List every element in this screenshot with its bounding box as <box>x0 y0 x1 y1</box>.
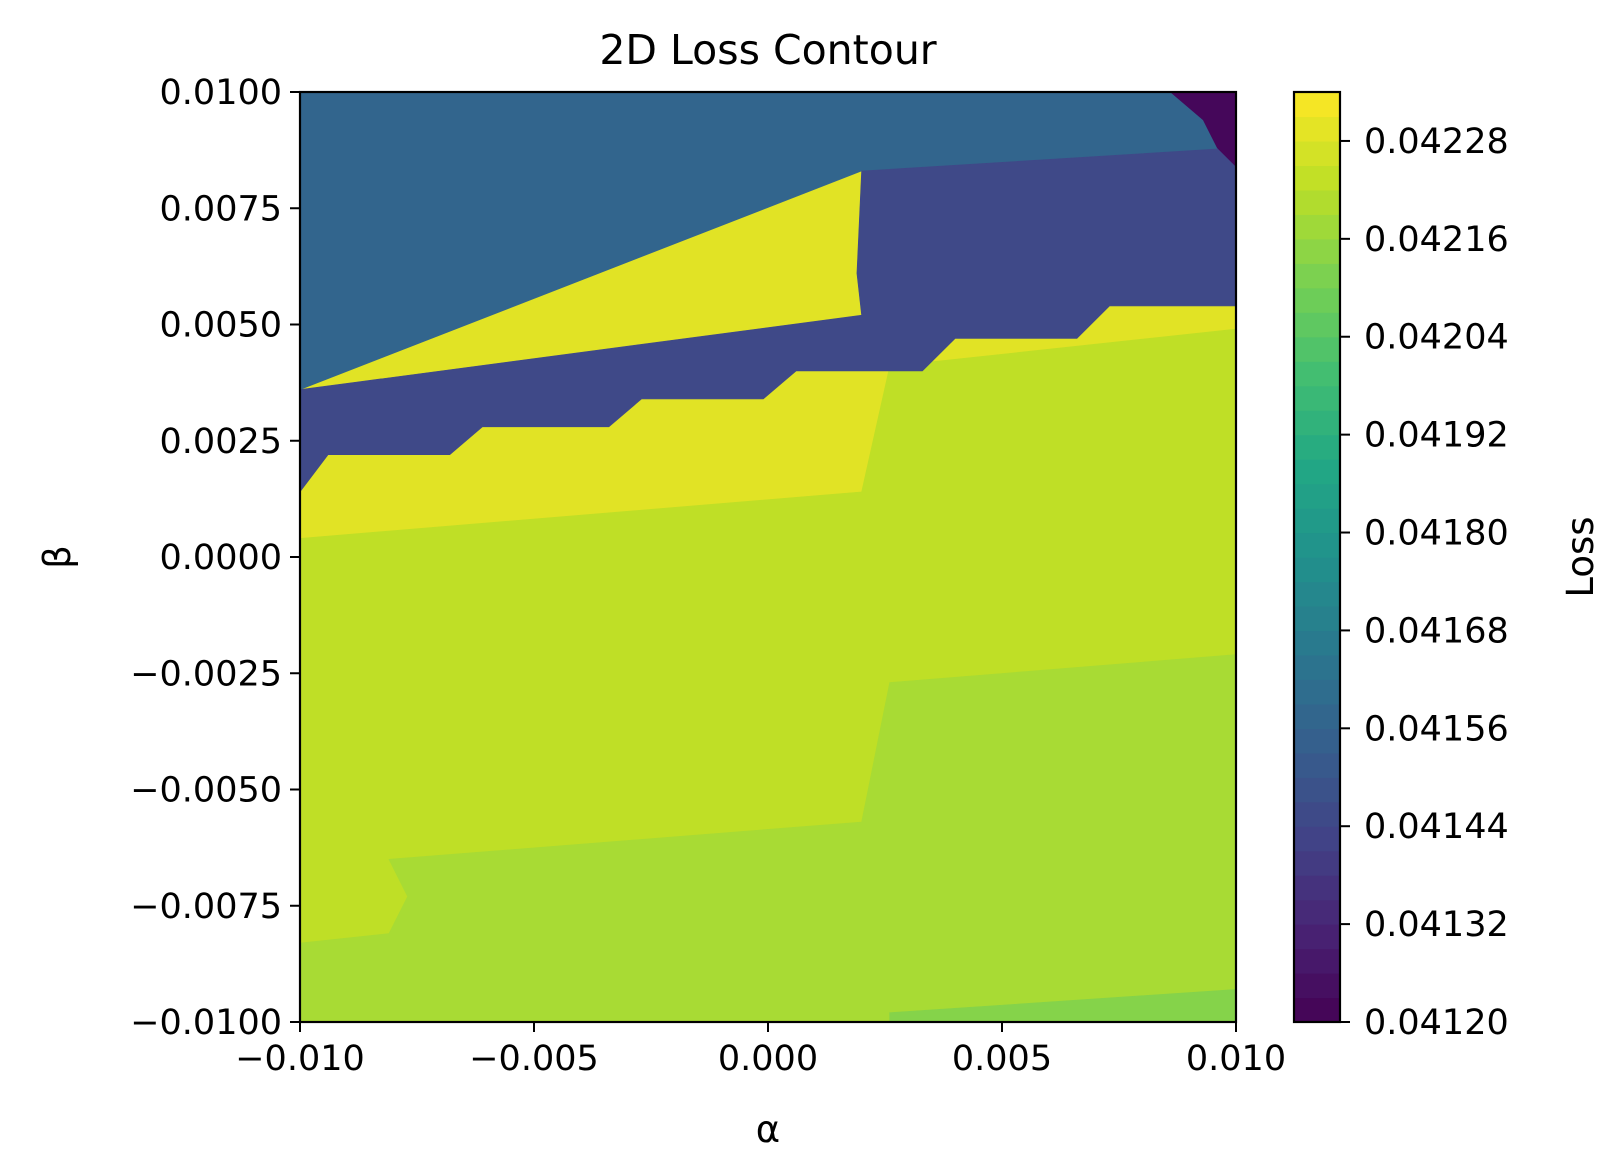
colorbar-tick-label: 0.04216 <box>1364 220 1509 260</box>
colorbar-tick-label: 0.04156 <box>1364 709 1509 749</box>
plot-area <box>300 92 1236 1022</box>
contour-region-6 <box>300 147 1236 493</box>
y-tick-label: −0.0075 <box>130 887 282 927</box>
colorbar-band <box>1294 434 1340 460</box>
colorbar-band <box>1294 263 1340 289</box>
colorbar-band <box>1294 654 1340 680</box>
y-tick-label: −0.0025 <box>130 654 282 694</box>
x-axis-label: α <box>756 1108 780 1151</box>
y-tick-label: 0.0075 <box>160 189 282 229</box>
colorbar-band <box>1294 557 1340 583</box>
colorbar-band <box>1294 165 1340 191</box>
colorbar-band <box>1294 140 1340 167</box>
y-axis-label: β <box>36 545 79 569</box>
colorbar-band <box>1294 850 1340 876</box>
colorbar-band <box>1294 875 1340 901</box>
colorbar-band <box>1294 508 1340 534</box>
colorbar-band <box>1294 679 1340 705</box>
colorbar-band <box>1294 116 1340 142</box>
colorbar-band <box>1294 532 1340 558</box>
colorbar-band <box>1294 312 1340 338</box>
contour-region-7 <box>1170 92 1236 167</box>
x-tick-label: 0.000 <box>718 1039 818 1079</box>
y-tick-label: −0.0050 <box>130 771 282 811</box>
colorbar-tick-label: 0.04180 <box>1364 514 1509 554</box>
contour-region-5 <box>889 989 1236 1022</box>
colorbar-band <box>1294 630 1340 656</box>
y-tick-label: 0.0050 <box>160 306 282 346</box>
colorbar-band <box>1294 924 1340 950</box>
x-tick-label: −0.005 <box>469 1039 599 1079</box>
colorbar-band <box>1294 189 1340 215</box>
x-axis: −0.010 −0.005 0.000 0.005 0.010 <box>235 1022 1286 1079</box>
contour-region-4 <box>300 654 1236 1022</box>
colorbar-tick-label: 0.04204 <box>1364 318 1509 358</box>
colorbar-band <box>1294 581 1340 607</box>
colorbar-band <box>1294 973 1340 999</box>
colorbar-band <box>1294 287 1340 313</box>
colorbar-band <box>1294 948 1340 974</box>
colorbar-band <box>1294 752 1340 778</box>
colorbar-band <box>1294 997 1340 1023</box>
colorbar-band <box>1294 92 1340 118</box>
colorbar-band <box>1294 385 1340 411</box>
x-tick-label: 0.005 <box>952 1039 1052 1079</box>
colorbar-band <box>1294 410 1340 436</box>
colorbar-band <box>1294 728 1340 754</box>
colorbar-band <box>1294 459 1340 485</box>
x-tick-label: −0.010 <box>235 1039 365 1079</box>
colorbar-band <box>1294 777 1340 803</box>
colorbar-tick-label: 0.04228 <box>1364 122 1509 162</box>
contour-region-1 <box>300 92 1236 390</box>
colorbar-label: Loss <box>1559 516 1602 597</box>
colorbar-tick-label: 0.04192 <box>1364 416 1509 456</box>
colorbar-band <box>1294 826 1340 852</box>
colorbar-tick-label: 0.04132 <box>1364 905 1509 945</box>
y-tick-label: 0.0000 <box>160 538 282 578</box>
colorbar-tick-label: 0.04120 <box>1364 1003 1509 1043</box>
colorbar-band <box>1294 605 1340 632</box>
colorbar-band <box>1294 899 1340 925</box>
y-tick-label: −0.0100 <box>130 1003 282 1043</box>
colorbar-band <box>1294 361 1340 387</box>
colorbar-tick-label: 0.04144 <box>1364 807 1509 847</box>
contour-regions <box>300 92 1236 1022</box>
colorbar: 0.04120 0.04132 0.04144 0.04156 0.04168 0.041… <box>1292 90 1509 1043</box>
colorbar-band <box>1294 238 1340 264</box>
colorbar-band <box>1294 483 1340 509</box>
y-tick-label: 0.0025 <box>160 422 282 462</box>
colorbar-band <box>1294 703 1340 729</box>
y-axis: −0.0100 −0.0075 −0.0050 −0.0025 0.0000 0.0025… <box>130 73 300 1043</box>
y-tick-label: 0.0100 <box>160 73 282 113</box>
colorbar-band <box>1294 801 1340 827</box>
colorbar-frame <box>1292 90 1342 1024</box>
x-tick-label: 0.010 <box>1186 1039 1286 1079</box>
chart-title: 2D Loss Contour <box>599 26 936 74</box>
colorbar-band <box>1294 214 1340 240</box>
colorbar-band <box>1294 336 1340 362</box>
colorbar-tick-label: 0.04168 <box>1364 611 1509 651</box>
